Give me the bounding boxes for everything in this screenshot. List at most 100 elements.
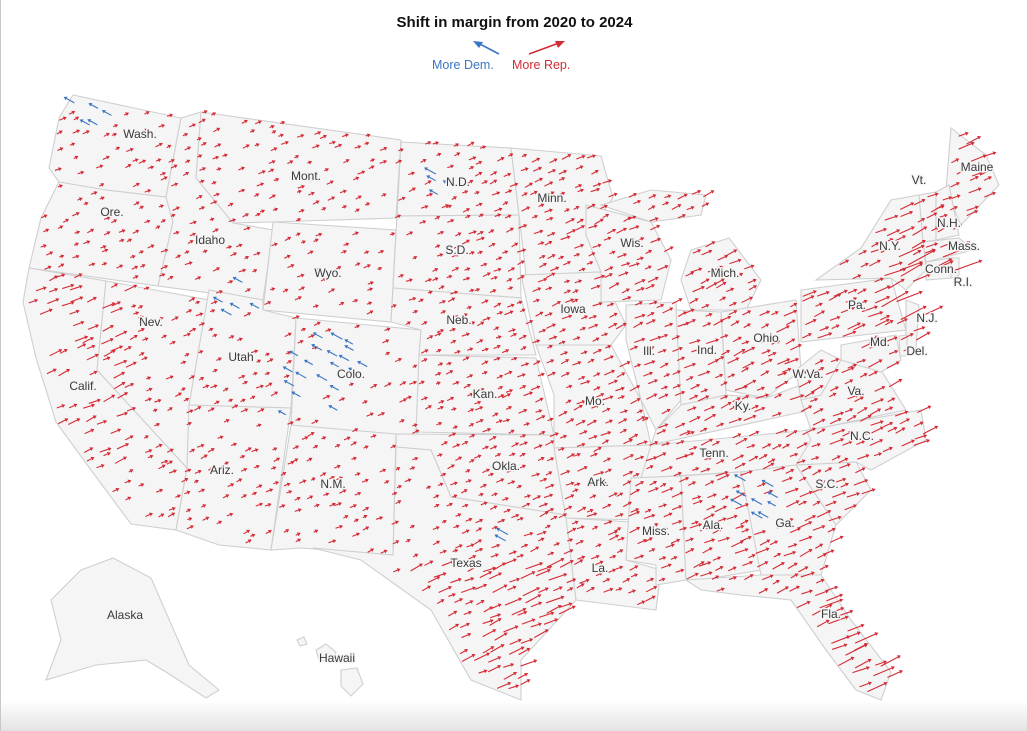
rep-shift-arrow [239, 454, 246, 459]
rep-shift-arrow [453, 143, 460, 147]
rep-shift-arrow [482, 646, 495, 654]
rep-shift-arrow [116, 443, 130, 450]
rep-shift-arrow [49, 287, 59, 293]
rep-shift-arrow [242, 213, 249, 218]
rep-shift-arrow [727, 357, 740, 364]
rep-shift-arrow [544, 181, 554, 187]
rep-shift-arrow [461, 632, 472, 639]
rep-shift-arrow [77, 197, 83, 202]
rep-shift-arrow [200, 454, 208, 460]
rep-shift-arrow [712, 556, 722, 561]
rep-shift-arrow [412, 429, 420, 434]
rep-shift-arrow [294, 508, 302, 513]
rep-shift-arrow [634, 313, 646, 319]
rep-shift-arrow [427, 290, 433, 295]
rep-shift-arrow [255, 502, 264, 507]
rep-shift-arrow [137, 328, 145, 333]
rep-shift-arrow [648, 548, 656, 553]
rep-shift-arrow [166, 448, 174, 453]
rep-shift-arrow [701, 202, 710, 207]
state-label: Calif. [69, 379, 96, 393]
rep-shift-arrow [110, 428, 122, 434]
rep-shift-arrow [375, 516, 384, 521]
rep-shift-arrow [895, 427, 906, 434]
rep-shift-arrow [488, 656, 502, 663]
rep-shift-arrow [476, 600, 485, 606]
rep-shift-arrow [812, 604, 833, 616]
rep-shift-arrow [223, 419, 230, 423]
rep-shift-arrow [214, 143, 222, 148]
rep-shift-arrow [461, 239, 470, 245]
rep-shift-arrow [561, 372, 570, 378]
dem-shift-arrow [348, 367, 358, 374]
rep-shift-arrow [465, 517, 473, 522]
rep-shift-arrow [367, 548, 375, 553]
rep-shift-arrow [292, 445, 300, 450]
rep-shift-arrow [511, 242, 519, 248]
rep-shift-arrow [265, 530, 272, 535]
rep-shift-arrow [474, 400, 482, 405]
rep-shift-arrow [329, 502, 336, 507]
rep-shift-arrow [440, 310, 447, 314]
rep-shift-arrow [846, 492, 861, 498]
rep-shift-arrow [566, 384, 573, 389]
rep-shift-arrow [859, 414, 872, 422]
rep-shift-arrow [728, 575, 738, 581]
rep-shift-arrow [572, 298, 579, 303]
rep-shift-arrow [88, 262, 96, 267]
rep-shift-arrow [621, 243, 630, 248]
rep-shift-arrow [913, 421, 924, 427]
rep-shift-arrow [546, 457, 555, 462]
rep-shift-arrow [294, 296, 302, 301]
rep-shift-arrow [101, 262, 108, 266]
rep-shift-arrow [478, 492, 484, 497]
rep-shift-arrow [645, 284, 656, 290]
rep-shift-arrow [68, 418, 81, 425]
rep-shift-arrow [859, 681, 872, 688]
rep-shift-arrow [210, 300, 218, 305]
rep-shift-arrow [326, 180, 334, 185]
rep-shift-arrow [516, 516, 524, 521]
rep-shift-arrow [228, 218, 237, 223]
rep-shift-arrow [101, 248, 109, 253]
rep-shift-arrow [306, 495, 314, 500]
rep-shift-arrow [538, 502, 549, 508]
rep-shift-arrow [173, 230, 180, 235]
rep-shift-arrow [547, 169, 557, 174]
rep-shift-arrow [287, 421, 294, 425]
rep-shift-arrow [925, 242, 939, 248]
rep-shift-arrow [824, 549, 835, 555]
rep-shift-arrow [496, 681, 512, 689]
rep-shift-arrow [720, 402, 732, 409]
dem-shift-arrow [750, 511, 763, 519]
rep-shift-arrow [660, 333, 669, 338]
state-label: Va. [847, 384, 864, 398]
rep-shift-arrow [166, 113, 174, 118]
rep-shift-arrow [455, 544, 463, 549]
rep-shift-arrow [686, 572, 699, 580]
rep-shift-arrow [412, 553, 419, 558]
rep-shift-arrow [617, 549, 624, 554]
rep-shift-arrow [869, 259, 881, 267]
rep-shift-arrow [465, 479, 472, 483]
rep-shift-arrow [716, 281, 727, 289]
rep-shift-arrow [437, 405, 444, 410]
rep-shift-arrow [473, 454, 482, 459]
rep-shift-arrow [198, 322, 206, 327]
rep-shift-arrow [636, 287, 645, 292]
rep-shift-arrow [517, 260, 525, 266]
rep-shift-arrow [517, 248, 527, 253]
rep-shift-arrow [900, 210, 914, 218]
rep-shift-arrow [165, 375, 174, 380]
rep-shift-arrow [271, 242, 278, 247]
rep-shift-arrow [210, 384, 218, 389]
rep-shift-arrow [244, 447, 252, 452]
rep-shift-arrow [450, 481, 458, 486]
rep-shift-arrow [343, 242, 350, 247]
rep-shift-arrow [535, 568, 551, 577]
rep-shift-arrow [646, 577, 655, 583]
state-label: Wash. [123, 127, 157, 141]
rep-shift-arrow [465, 600, 474, 605]
rep-shift-arrow [508, 550, 517, 555]
rep-shift-arrow [511, 356, 518, 361]
